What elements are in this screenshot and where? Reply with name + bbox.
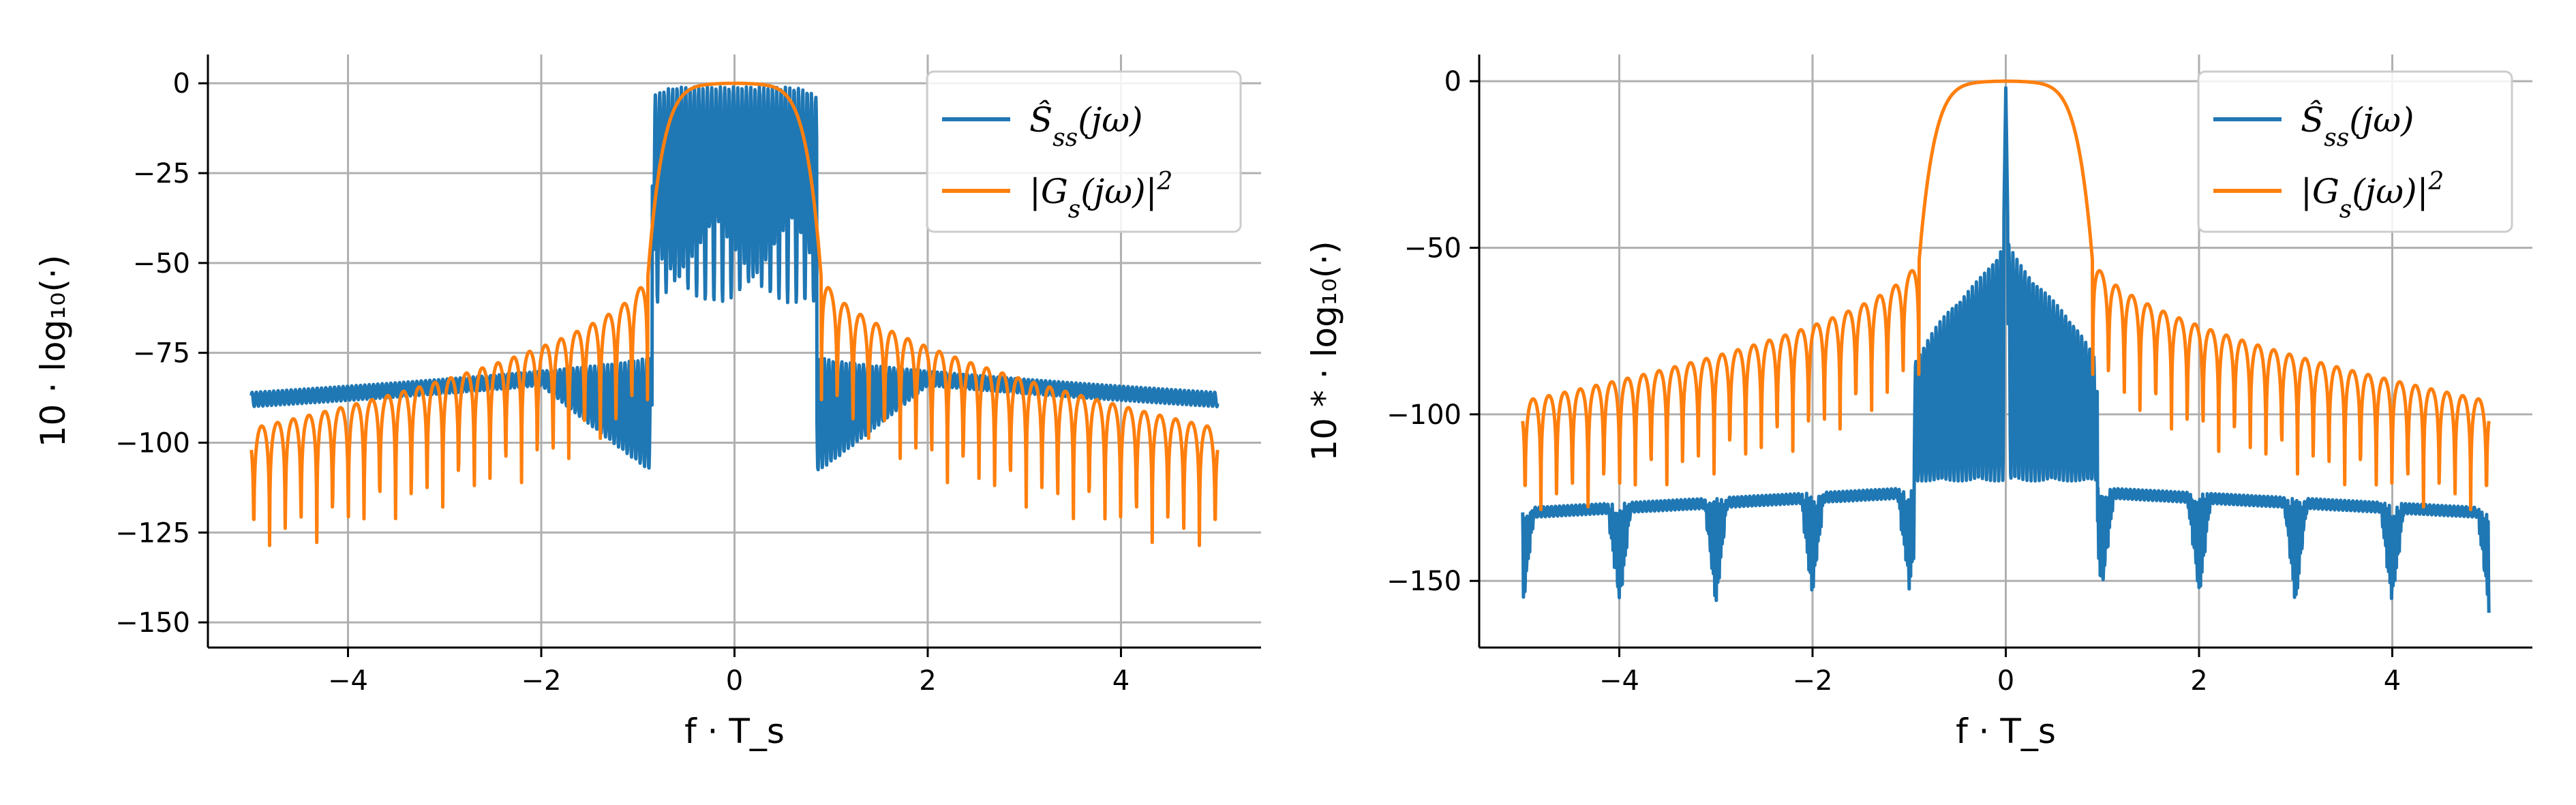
x-tick-label: 4 (1112, 665, 1130, 697)
series-line-G-s (1521, 79, 2491, 512)
x-tick-label: −4 (1599, 665, 1639, 697)
x-tick-label: −2 (1793, 665, 1833, 697)
x-tick-label: 0 (1997, 665, 2014, 697)
legend-entry-label: Ŝss(jω) (2301, 100, 2414, 152)
x-tick-label: 2 (919, 665, 936, 697)
x-tick-label: −4 (328, 665, 368, 697)
y-tick-label: −100 (115, 427, 190, 459)
x-tick-label: 4 (2384, 665, 2401, 697)
x-axis-label: f · T_s (1956, 712, 2056, 751)
y-tick-label: −150 (1387, 566, 1461, 597)
y-tick-label: −125 (115, 517, 190, 549)
y-axis-label: 10 · log₁₀(·) (33, 255, 73, 448)
y-tick-label: −50 (1404, 232, 1461, 264)
series-line-G-s (249, 81, 1219, 547)
series-line-S-ss (1521, 86, 2491, 613)
left-chart-panel: −4 −2 0 2 4 0 −25 −50 −75 −100 −125 −150 f · T_s 10 ·… (33, 55, 1261, 751)
x-axis-label: f · T_s (684, 712, 785, 751)
legend: Ŝss(jω) |Gs(jω)|2 (926, 70, 1242, 233)
legend-entry-label: |Gs(jω)|2 (1029, 168, 1172, 224)
series-line-S-ss (249, 85, 1219, 472)
y-tick-label: 0 (1444, 66, 1461, 97)
x-tick-label: −2 (521, 665, 562, 697)
y-tick-label: 0 (173, 68, 190, 100)
x-tick-label: 0 (726, 665, 743, 697)
y-tick-label: −25 (133, 158, 190, 189)
legend-entry-label: |Gs(jω)|2 (2301, 168, 2444, 224)
legend-entry-label: Ŝss(jω) (1029, 100, 1143, 152)
y-tick-label: −75 (133, 338, 190, 369)
legend: Ŝss(jω) |Gs(jω)|2 (2197, 70, 2513, 233)
x-tick-label: 2 (2190, 665, 2207, 697)
y-tick-label: −100 (1387, 399, 1461, 431)
y-tick-label: −50 (133, 248, 190, 279)
y-axis-label: 10 * · log₁₀(·) (1305, 241, 1344, 461)
series-group (249, 81, 1219, 547)
right-chart-panel: −4 −2 0 2 4 0 −50 −100 −150 f · T_s 10 * · log₁₀(·… (1305, 55, 2532, 751)
series-group (1521, 79, 2491, 613)
y-tick-label: −150 (115, 607, 190, 639)
